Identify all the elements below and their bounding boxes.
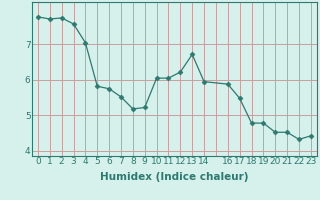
X-axis label: Humidex (Indice chaleur): Humidex (Indice chaleur) <box>100 172 249 182</box>
